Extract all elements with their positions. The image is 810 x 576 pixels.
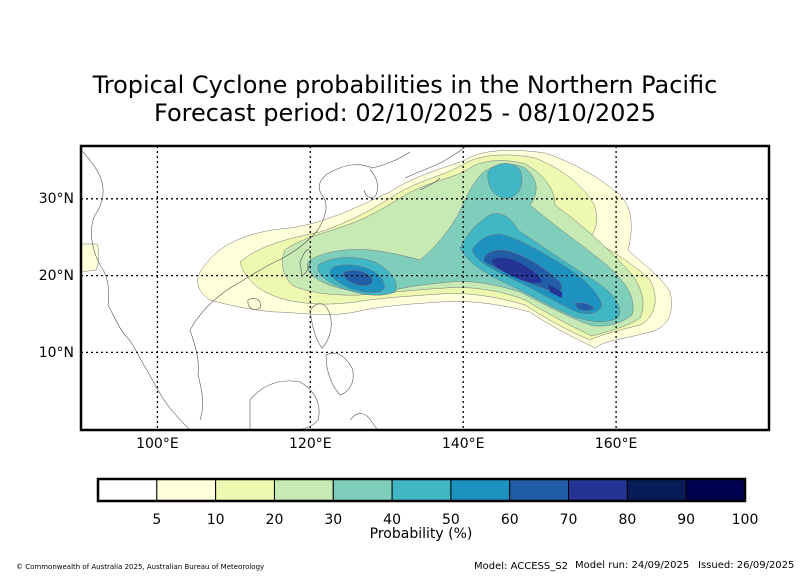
colorbar-bin-8	[568, 478, 628, 502]
chart-title: Tropical Cyclone probabilities in the No…	[92, 71, 718, 99]
colorbar	[96, 477, 747, 503]
lon-label-120E: 120°E	[289, 436, 332, 452]
model-run-date: Model run: 24/09/2025	[575, 560, 690, 571]
model-name: Model: ACCESS_S2	[474, 561, 568, 572]
colorbar-tick-90: 90	[677, 512, 695, 528]
coastline-visayas-mindanao	[325, 352, 354, 396]
lat-tick-labels: 10°N 20°N 30°N	[39, 191, 74, 361]
lon-label-160E: 160°E	[595, 436, 638, 452]
lat-label-30N: 30°N	[39, 191, 74, 207]
lat-label-10N: 10°N	[39, 345, 74, 361]
map-frame	[79, 144, 771, 432]
colorbar-tick-20: 20	[266, 512, 284, 528]
colorbar-bin-3	[273, 478, 334, 502]
colorbar-bin-5	[391, 478, 452, 502]
contour-50	[329, 233, 603, 314]
colorbar-tick-10: 10	[207, 512, 225, 528]
gridlines	[81, 146, 769, 430]
colorbar-bin-10	[685, 478, 746, 502]
contour-5-west	[81, 243, 100, 273]
colorbar-frame	[96, 477, 747, 503]
colorbar-label: Probability (%)	[370, 526, 473, 542]
colorbar-tick-40: 40	[383, 512, 401, 528]
colorbar-bin-1	[156, 478, 217, 502]
colorbar-bin-7	[509, 478, 570, 502]
colorbar-tick-100: 100	[732, 512, 759, 528]
colorbar-tick-30: 30	[324, 512, 342, 528]
contour-70	[492, 257, 562, 298]
colorbar-bin-9	[626, 478, 687, 502]
probability-contours	[81, 150, 672, 349]
coastline-malay-peninsula	[189, 329, 203, 421]
coastline-korea	[363, 169, 378, 199]
coastline-sulawesi	[349, 413, 379, 430]
lon-tick-labels: 100°E 120°E 140°E 160°E	[136, 436, 637, 452]
coastline-hainan	[247, 298, 261, 310]
coastline-luzon	[309, 303, 332, 349]
colorbar-bin-4	[332, 478, 393, 502]
colorbar-tick-80: 80	[618, 512, 636, 528]
colorbar-tick-70: 70	[560, 512, 578, 528]
coastline-mainland-asia	[81, 149, 191, 430]
colorbar-tick-60: 60	[501, 512, 519, 528]
forecast-period-subtitle: Forecast period: 02/10/2025 - 08/10/2025	[154, 99, 656, 127]
colorbar-bin-6	[450, 478, 511, 502]
lon-label-100E: 100°E	[136, 436, 179, 452]
coastline-indochina	[189, 151, 411, 331]
colorbar-tick-labels: 5 10 20 30 40 50 60 70 80 90 100	[152, 512, 758, 528]
lon-label-140E: 140°E	[442, 436, 485, 452]
coastline-japan	[404, 146, 467, 191]
colorbar-bin-0	[97, 478, 158, 502]
coastlines	[81, 146, 467, 430]
coastline-borneo	[249, 380, 320, 430]
colorbar-tick-5: 5	[152, 512, 161, 528]
colorbar-bin-2	[215, 478, 275, 502]
colorbar-tick-50: 50	[442, 512, 460, 528]
issued-date: Issued: 26/09/2025	[698, 560, 795, 571]
copyright-notice: © Commonwealth of Australia 2025, Austra…	[16, 563, 265, 571]
lat-label-20N: 20°N	[39, 268, 74, 284]
coastline-taiwan	[299, 249, 311, 277]
contour-60	[343, 249, 595, 311]
